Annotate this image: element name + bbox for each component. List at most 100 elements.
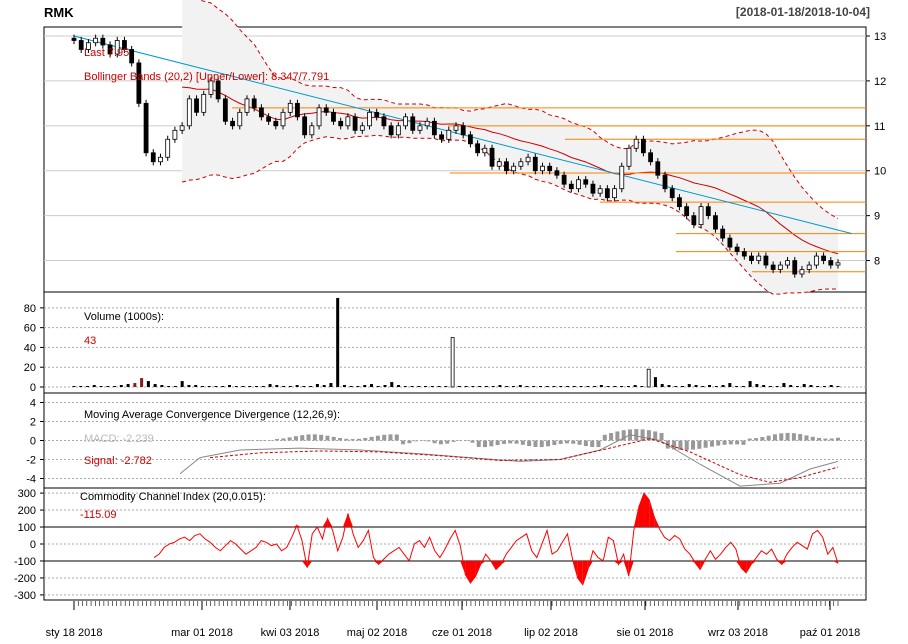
volume-bar	[653, 377, 657, 387]
volume-bar	[539, 386, 543, 387]
candle	[230, 120, 235, 127]
macd-histogram-bar	[249, 440, 254, 441]
macd-histogram-bar	[804, 435, 809, 441]
candle	[100, 37, 106, 46]
volume-bar	[822, 386, 826, 387]
macd-histogram-bar	[684, 440, 689, 450]
candle	[511, 165, 517, 172]
candle	[741, 251, 747, 257]
candle	[727, 237, 733, 248]
volume-bar	[228, 385, 232, 387]
candle	[698, 206, 704, 226]
volume-bar	[86, 386, 90, 387]
volume-bar	[241, 386, 245, 387]
candle	[107, 44, 113, 55]
volume-tick-label: 60	[24, 323, 36, 335]
volume-bar	[160, 385, 164, 387]
macd-histogram-bar	[709, 440, 714, 447]
candle	[251, 98, 257, 109]
macd-histogram-bar	[256, 440, 261, 441]
volume-bar	[410, 386, 414, 387]
volume-bar	[613, 386, 617, 387]
volume-bar	[789, 385, 793, 387]
macd-histogram-bar	[772, 434, 777, 441]
candle	[691, 215, 697, 226]
macd-histogram-bar	[483, 440, 488, 448]
volume-bar	[207, 386, 211, 387]
x-tick-label: sie 01 2018	[617, 627, 674, 639]
cci-tick-label: -300	[14, 590, 36, 602]
macd-histogram-bar	[798, 434, 803, 441]
volume-bar	[424, 386, 428, 387]
candle	[475, 143, 481, 154]
cci-extreme-fill	[638, 493, 645, 528]
cci-tick-label: 300	[18, 488, 36, 500]
volume-bar	[417, 386, 421, 387]
macd-histogram-bar	[691, 440, 696, 450]
macd-histogram-bar	[785, 432, 790, 441]
macd-histogram-bar	[791, 433, 796, 441]
macd-histogram-bar	[268, 440, 273, 441]
macd-histogram-bar	[350, 439, 355, 441]
volume-bar	[464, 386, 468, 387]
macd-histogram-bar	[583, 440, 588, 447]
cci-tick-label: 200	[18, 505, 36, 517]
macd-histogram-bar	[312, 434, 317, 441]
candle	[323, 107, 329, 113]
volume-bar	[349, 386, 353, 387]
candle	[547, 165, 553, 172]
volume-tick-label: 40	[24, 342, 36, 354]
volume-bar	[498, 385, 502, 387]
date-range: [2018-01-18/2018-10-04]	[735, 5, 870, 19]
macd-histogram-bar	[338, 437, 343, 441]
volume-bar	[505, 386, 509, 387]
macd-histogram-bar	[779, 433, 784, 441]
volume-bar	[72, 386, 76, 387]
volume-bar	[579, 386, 583, 387]
volume-bar	[450, 337, 455, 388]
candle	[713, 215, 718, 230]
macd-histogram-bar	[836, 437, 840, 441]
volume-bar	[599, 385, 603, 387]
candle	[424, 120, 430, 127]
volume-bar	[680, 386, 684, 387]
volume-bar	[430, 386, 434, 387]
volume-bar	[748, 381, 752, 387]
x-tick-label: mar 01 2018	[171, 627, 233, 639]
candle	[410, 116, 416, 131]
candle	[266, 116, 272, 122]
volume-bar	[275, 385, 279, 387]
candle	[316, 107, 322, 127]
cci-title: Commodity Channel Index (20,0.015):	[80, 491, 266, 503]
candle	[158, 156, 163, 163]
price-tick-label: 12	[874, 76, 886, 88]
volume-bar	[268, 384, 272, 387]
candle	[403, 116, 408, 127]
candle	[273, 120, 279, 127]
volume-bar	[829, 385, 833, 387]
x-tick-label: cze 01 2018	[432, 627, 492, 639]
candle	[367, 111, 372, 127]
candle	[186, 98, 192, 127]
candle	[669, 188, 675, 199]
x-tick-label: maj 02 2018	[347, 627, 408, 639]
candle	[165, 138, 171, 158]
macd-histogram-bar	[747, 438, 752, 441]
volume-bar	[775, 386, 779, 387]
cci-extreme-fill	[741, 560, 747, 573]
macd-histogram-bar	[306, 434, 311, 441]
signal-value-label: Signal: -2.782	[84, 455, 152, 467]
volume-bar	[92, 385, 96, 387]
macd-histogram-bar	[609, 433, 614, 441]
x-tick-label: sty 18 2018	[46, 627, 103, 639]
volume-bar	[518, 385, 522, 387]
volume-bar	[532, 386, 536, 387]
candle	[431, 120, 437, 136]
macd-histogram-bar	[451, 440, 456, 442]
macd-histogram-bar	[369, 436, 374, 441]
volume-bar	[545, 386, 549, 387]
candle	[770, 264, 776, 270]
panel-frame-3	[43, 487, 867, 601]
candle	[468, 134, 473, 145]
candle	[597, 188, 603, 194]
